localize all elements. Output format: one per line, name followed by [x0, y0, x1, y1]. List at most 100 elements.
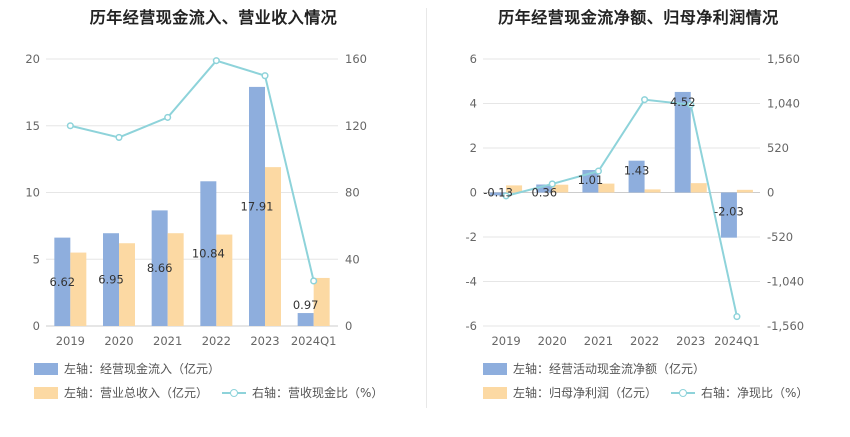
bar-series-2	[167, 233, 184, 326]
bar-series-2	[506, 185, 523, 193]
legend-swatch-orange	[34, 386, 58, 399]
bar-series-1	[103, 233, 119, 326]
line-series	[505, 98, 738, 317]
x-tick-label: 2021	[153, 334, 182, 348]
y-tick-label-right: 520	[767, 141, 789, 155]
data-label: 0.97	[293, 298, 319, 312]
legend-swatch-blue	[34, 362, 58, 375]
legend-row-1: 左轴：经营活动现金流净额（亿元）	[483, 360, 719, 377]
bar-series-1	[297, 313, 314, 326]
legend-swatch-line	[222, 387, 247, 399]
bar-series-1	[720, 192, 737, 238]
legend-swatch-line	[671, 387, 696, 399]
y-tick-label-right: 160	[345, 52, 367, 66]
chart-title: 历年经营现金流入、营业收入情况	[89, 8, 338, 27]
legend-item[interactable]: 左轴：归母净利润（亿元）	[483, 384, 657, 401]
data-label: -0.13	[483, 186, 513, 200]
legend-row-2: 左轴：营业总收入（亿元） 右轴：营收现金比（%）	[34, 384, 397, 401]
line-series	[70, 59, 315, 282]
legend-label: 左轴：经营现金流入（亿元）	[64, 362, 221, 376]
y-tick-label-right: 0	[767, 186, 774, 200]
bar-series-2	[216, 234, 233, 326]
legend-item[interactable]: 左轴：经营现金流入（亿元）	[34, 360, 220, 377]
x-tick-label: 2019	[491, 334, 520, 348]
line-point	[310, 277, 318, 285]
legend-row-1: 左轴：经营现金流入（亿元）	[34, 360, 234, 377]
bar-series-1	[249, 86, 265, 327]
line-point	[594, 167, 602, 175]
legend-label: 左轴：经营活动现金流净额（亿元）	[513, 362, 706, 376]
line-point	[212, 57, 220, 65]
chart-title: 历年经营现金流净额、归母净利润情况	[498, 8, 779, 27]
legend-label: 左轴：营业总收入（亿元）	[64, 386, 209, 400]
y-tick-label-right: -1,560	[767, 319, 804, 333]
bar-series-1	[536, 184, 553, 193]
y-tick-label-right: 80	[345, 186, 360, 200]
x-tick-label: 2024Q1	[291, 334, 337, 348]
y-tick-label-left: 5	[33, 252, 40, 266]
legend-label: 右轴：营收现金比（%）	[252, 386, 384, 400]
y-tick-label-left: -4	[466, 275, 477, 289]
line-point	[687, 101, 695, 109]
line-point	[115, 133, 123, 141]
bar-series-2	[265, 167, 281, 326]
bar-series-1	[674, 91, 691, 193]
x-tick-label: 2023	[250, 334, 279, 348]
y-tick-label-left: 20	[25, 52, 40, 66]
legend-item[interactable]: 左轴：经营活动现金流净额（亿元）	[483, 360, 705, 377]
legend-item[interactable]: 右轴：净现比（%）	[671, 384, 808, 401]
legend-item[interactable]: 右轴：营收现金比（%）	[222, 384, 383, 401]
bar-series-1	[628, 160, 645, 193]
y-tick-label-left: -6	[466, 319, 477, 333]
y-tick-label-left: 0	[470, 186, 477, 200]
x-tick-label: 2022	[630, 334, 659, 348]
y-tick-label-left: 4	[470, 97, 477, 111]
chart-plot: -6 -1,560 -4 -1,040 -2 -520 0 0 2 520 4 1,040 6 1,560…	[466, 52, 805, 348]
y-tick-label-left: 2	[470, 141, 477, 155]
y-tick-label-right: -1,040	[767, 275, 804, 289]
chart-panel-cashflow-revenue: 历年经营现金流入、营业收入情况 0 0 5 40 10 80 15 120 20 160 2019 2…	[25, 8, 397, 401]
chart-plot: 0 0 5 40 10 80 15 120 20 160 2019 2020 2021 2022 2023 2…	[25, 52, 367, 348]
y-tick-label-right: 40	[345, 252, 360, 266]
line-point	[641, 96, 649, 104]
line-point	[548, 180, 556, 188]
line-point	[502, 192, 510, 200]
x-tick-label: 2019	[56, 334, 85, 348]
bar-series-2	[313, 277, 330, 326]
bar-series-2	[736, 189, 753, 193]
legend-item[interactable]: 左轴：营业总收入（亿元）	[34, 384, 208, 401]
data-label: 1.43	[624, 164, 650, 178]
bar-series-2	[552, 184, 569, 193]
panel-divider	[426, 8, 427, 408]
x-tick-label: 2024Q1	[714, 334, 760, 348]
data-label: 4.52	[670, 95, 696, 109]
bar-series-1	[200, 181, 217, 326]
data-label: 6.62	[50, 275, 76, 289]
bar-series-1	[54, 237, 71, 326]
legend-row-2: 左轴：归母净利润（亿元） 右轴：净现比（%）	[483, 384, 822, 401]
y-tick-label-right: 1,560	[767, 52, 800, 66]
y-tick-label-left: 6	[470, 52, 477, 66]
x-tick-label: 2023	[676, 334, 705, 348]
y-tick-label-left: -2	[466, 230, 477, 244]
x-tick-label: 2021	[584, 334, 613, 348]
y-tick-label-right: 120	[345, 119, 367, 133]
y-tick-label-right: -520	[767, 230, 793, 244]
data-label: 8.66	[147, 261, 173, 275]
bar-series-2	[690, 183, 707, 193]
legend-swatch-orange	[483, 386, 507, 399]
legend-label: 左轴：归母净利润（亿元）	[513, 386, 658, 400]
x-tick-label: 2020	[538, 334, 567, 348]
x-tick-label: 2022	[202, 334, 231, 348]
bar-series-1	[151, 210, 168, 326]
y-tick-label-right: 0	[345, 319, 352, 333]
y-tick-label-left: 10	[25, 186, 40, 200]
bar-series-1	[582, 170, 599, 193]
data-label: 1.01	[578, 173, 604, 187]
line-point	[164, 113, 172, 121]
line-point	[66, 122, 74, 130]
data-label: 6.95	[98, 273, 124, 287]
x-tick-label: 2020	[104, 334, 133, 348]
bar-series-2	[598, 183, 615, 193]
legend-swatch-blue	[483, 362, 507, 375]
